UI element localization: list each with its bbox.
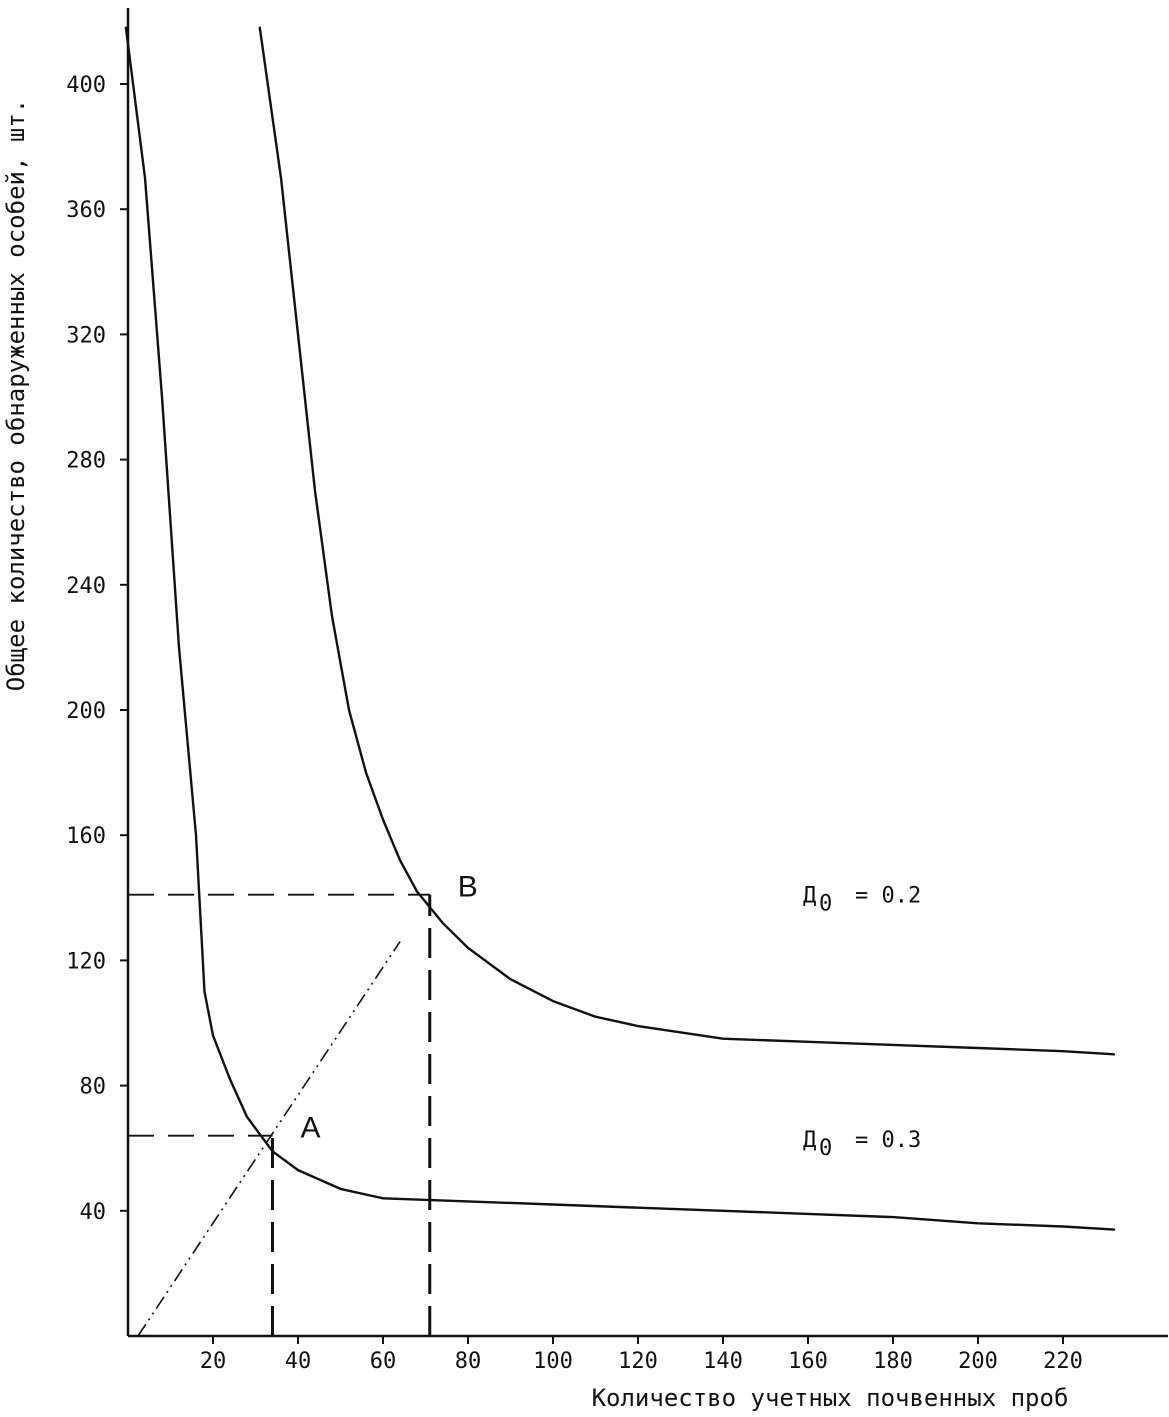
x-tick-label: 160 — [788, 1349, 828, 1374]
guide-lines — [128, 893, 432, 1337]
y-tick-label: 160 — [66, 824, 106, 849]
y-tick-label: 320 — [66, 323, 106, 348]
y-tick-label: 200 — [66, 699, 106, 724]
annotation-subscript: 0 — [819, 1136, 832, 1161]
x-axis-title: Количество учетных почвенных проб — [592, 1384, 1069, 1412]
y-tick-label: 240 — [66, 574, 106, 599]
annotation-value: = 0.2 — [855, 884, 921, 909]
y-tick-label: 40 — [80, 1200, 107, 1225]
x-tick-label: 20 — [200, 1349, 227, 1374]
annotation-symbol: Д — [803, 884, 816, 909]
x-tick-label: 180 — [873, 1349, 913, 1374]
x-tick-label: 120 — [618, 1349, 658, 1374]
x-tick-label: 200 — [958, 1349, 998, 1374]
y-tick-label: 120 — [66, 949, 106, 974]
x-tick-label: 40 — [285, 1349, 312, 1374]
dash-dot-guide-line — [137, 941, 401, 1337]
x-tick-label: 220 — [1043, 1349, 1083, 1374]
y-axis-title: Общее количество обнаруженных особей, шт… — [2, 99, 30, 691]
x-tick-label: 140 — [703, 1349, 743, 1374]
x-tick-label: 60 — [370, 1349, 397, 1374]
y-tick-label: 400 — [66, 73, 106, 98]
series-line — [124, 26, 1116, 1231]
point-label: A — [301, 1112, 321, 1145]
annotation-value: = 0.3 — [855, 1128, 921, 1153]
y-ticks: 40 80 120 160 200 240 280 320 360 400 — [66, 73, 128, 1225]
y-tick-label: 280 — [66, 449, 106, 474]
x-tick-label: 80 — [455, 1349, 482, 1374]
y-tick-label: 80 — [80, 1075, 107, 1100]
point-label: B — [458, 871, 478, 904]
y-tick-label: 360 — [66, 198, 106, 223]
axes — [126, 8, 1168, 1338]
point-labels: AB — [301, 871, 478, 1145]
annotation-subscript: 0 — [819, 892, 832, 917]
series-line — [258, 26, 1116, 1056]
x-tick-label: 100 — [533, 1349, 573, 1374]
x-ticks: 20 40 60 80 100 120 140 160 180 200 220 — [200, 1336, 1083, 1374]
series-lines — [124, 26, 1116, 1231]
curve-annotations: Д 0 = 0.2Д 0 = 0.3 — [803, 884, 921, 1161]
annotation-symbol: Д — [803, 1128, 816, 1153]
